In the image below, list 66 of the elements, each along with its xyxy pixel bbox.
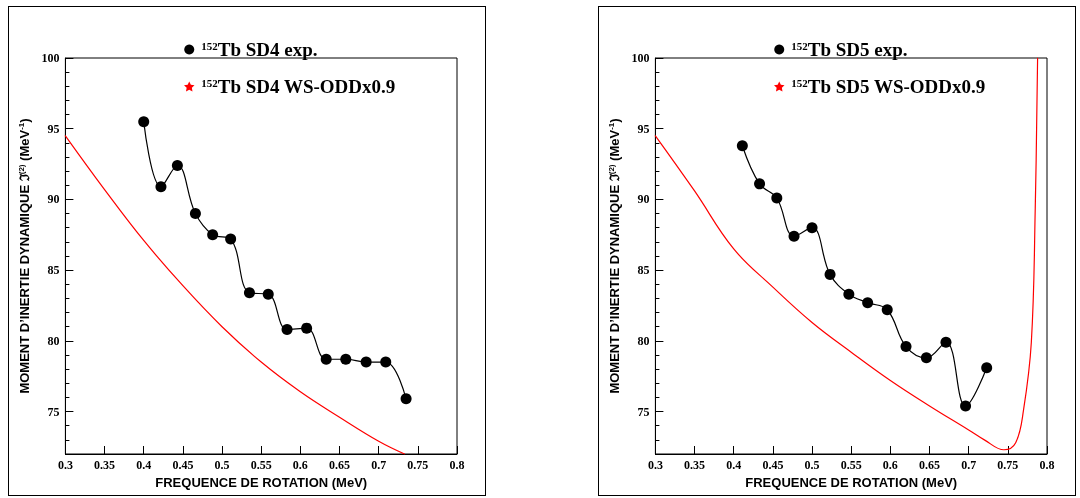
x-tick-label: 0.75 xyxy=(407,458,429,472)
point xyxy=(225,233,237,245)
point xyxy=(301,322,313,334)
x-tick-label: 0.35 xyxy=(94,458,116,472)
x-tick-label: 0.8 xyxy=(449,458,465,472)
x-axis-title: FREQUENCE DE ROTATION (MeV) xyxy=(745,474,958,490)
y-tick-label: 95 xyxy=(47,121,60,136)
y-tick-label: 80 xyxy=(47,333,60,348)
point xyxy=(320,353,332,365)
y-tick-label: 95 xyxy=(637,121,650,136)
x-tick-label: 0.6 xyxy=(882,458,898,472)
point xyxy=(920,352,932,364)
y-tick-label: 90 xyxy=(637,192,650,207)
x-tick-label: 0.5 xyxy=(804,458,820,472)
point xyxy=(981,362,993,374)
x-tick-label: 0.3 xyxy=(647,458,663,472)
y-tick-label: 100 xyxy=(41,51,60,65)
x-tick-label: 0.65 xyxy=(919,458,941,472)
point xyxy=(843,288,855,300)
y-tick-label: 85 xyxy=(637,263,650,278)
point xyxy=(881,304,893,316)
point xyxy=(771,192,783,204)
point xyxy=(340,353,352,365)
x-tick-label: 0.45 xyxy=(172,458,194,472)
x-tick-label: 0.35 xyxy=(684,458,706,472)
point xyxy=(900,341,912,353)
x-tick-label: 0.55 xyxy=(840,458,862,472)
point xyxy=(262,288,274,300)
x-tick-label: 0.75 xyxy=(997,458,1019,472)
point xyxy=(243,287,255,299)
y-tick-label: 75 xyxy=(637,404,650,419)
line-series xyxy=(64,135,406,455)
y-tick-label: 100 xyxy=(631,51,650,65)
x-tick-label: 0.4 xyxy=(726,458,742,472)
point xyxy=(189,208,201,220)
point xyxy=(171,159,183,171)
point xyxy=(940,336,952,348)
x-tick-label: 0.6 xyxy=(292,458,308,472)
point xyxy=(380,356,392,368)
y-tick-label: 80 xyxy=(637,333,650,348)
x-tick-label: 0.65 xyxy=(329,458,351,472)
x-tick-label: 0.45 xyxy=(762,458,784,472)
point xyxy=(960,400,972,412)
x-tick-label: 0.4 xyxy=(136,458,152,472)
point xyxy=(360,356,372,368)
point xyxy=(806,222,818,234)
x-tick-label: 0.8 xyxy=(1039,458,1055,472)
point xyxy=(155,181,167,193)
y-tick-label: 90 xyxy=(47,192,60,207)
point xyxy=(754,178,766,190)
x-tick-label: 0.7 xyxy=(961,458,977,472)
point xyxy=(138,116,150,128)
point xyxy=(281,324,293,336)
point xyxy=(788,230,800,242)
x-tick-label: 0.7 xyxy=(371,458,387,472)
y-tick-label: 75 xyxy=(47,404,60,419)
point xyxy=(736,140,748,152)
point xyxy=(824,268,836,280)
x-axis-title: FREQUENCE DE ROTATION (MeV) xyxy=(155,474,368,490)
x-tick-label: 0.55 xyxy=(250,458,272,472)
point xyxy=(400,393,412,405)
x-tick-label: 0.3 xyxy=(57,458,73,472)
point xyxy=(207,229,219,241)
y-tick-label: 85 xyxy=(47,263,60,278)
point xyxy=(862,297,874,309)
x-tick-label: 0.5 xyxy=(214,458,230,472)
